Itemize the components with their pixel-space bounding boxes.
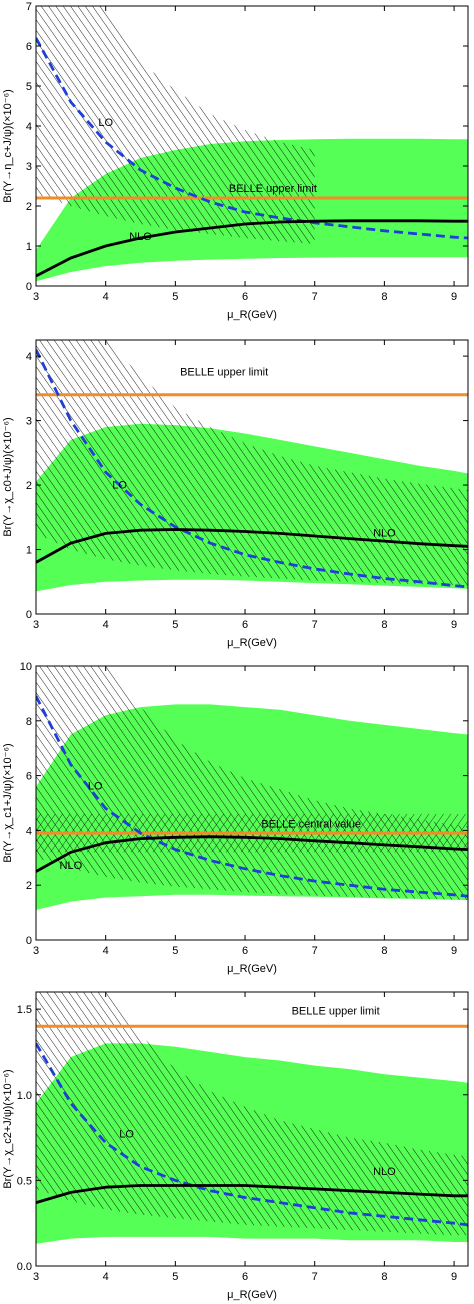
lo-uncertainty-band	[36, 6, 315, 244]
y-tick-label: 0	[26, 281, 32, 293]
x-tick-label: 9	[451, 1271, 457, 1283]
y-axis-title: Br(Υ→χ_c1+J/ψ)(×10⁻⁶)	[2, 743, 14, 862]
x-tick-label: 4	[103, 945, 109, 957]
x-axis-title: μ_R(GeV)	[227, 309, 277, 321]
y-axis-title: Br(Υ→η_c+J/ψ)(×10⁻⁶)	[2, 89, 14, 203]
chart-panel-4: LO NLO BELLE upper limit 3 4 5 6 7 8 9 0.0 0.5 1.0 1.…	[0, 978, 474, 1304]
chart-chic2: LO NLO BELLE upper limit 3 4 5 6 7 8 9 0.0 0.5 1.0 1.…	[2, 991, 469, 1301]
x-tick-label: 9	[451, 291, 457, 303]
y-tick-label: 4	[26, 351, 32, 363]
label-nlo: NLO	[129, 231, 152, 243]
plot-frame	[35, 665, 469, 941]
plot-frame	[35, 339, 469, 615]
chart-panel-2: LO NLO BELLE upper limit 3 4 5 6 7 8 9 0 1 2 3 4 μ_R(Ge…	[0, 326, 474, 652]
chart-chic1: LO NLO BELLE central value 3 4 5 6 7 8 9 0 2 4 6 8 10 μ_…	[2, 661, 469, 975]
x-axis-title: μ_R(GeV)	[227, 637, 277, 649]
label-nlo: NLO	[373, 1166, 396, 1178]
lo-uncertainty-band	[36, 992, 468, 1236]
y-tick-label: 6	[26, 771, 32, 783]
label-belle: BELLE upper limit	[229, 183, 317, 195]
y-tick-label: 3	[26, 161, 32, 173]
y-tick-label: 4	[26, 825, 32, 837]
y-tick-label: 5	[26, 81, 32, 93]
nlo-curve	[36, 528, 468, 564]
x-tick-label: 8	[381, 945, 387, 957]
plot-area	[36, 340, 468, 592]
x-tick-label: 8	[381, 291, 387, 303]
nlo-curve	[36, 835, 468, 873]
chart-etac: LO NLO BELLE upper limit 3 4 5 6 7 8 9 0 1 2 3 4 5 6 7 μ_R…	[2, 1, 469, 321]
x-tick-label: 4	[103, 1271, 109, 1283]
x-tick-label: 6	[242, 619, 248, 631]
plot-area	[36, 6, 468, 282]
x-tick-label: 8	[381, 1271, 387, 1283]
y-axis-title: Br(Υ→χ_c2+J/ψ)(×10⁻⁶)	[2, 1069, 14, 1188]
x-tick-label: 3	[33, 1271, 39, 1283]
x-axis-title: μ_R(GeV)	[227, 963, 277, 975]
x-tick-label: 5	[172, 619, 178, 631]
lo-curve	[36, 349, 468, 589]
lo-curve	[36, 1042, 468, 1227]
label-belle: BELLE upper limit	[292, 1005, 380, 1017]
plot-frame	[35, 991, 469, 1267]
lo-curve	[36, 37, 468, 240]
y-tick-label: 10	[20, 661, 32, 673]
label-nlo: NLO	[373, 528, 396, 540]
label-nlo: NLO	[60, 860, 83, 872]
x-tick-label: 9	[451, 619, 457, 631]
y-tick-label: 2	[26, 201, 32, 213]
y-tick-label: 8	[26, 716, 32, 728]
chart-panel-1: LO NLO BELLE upper limit 3 4 5 6 7 8 9 0 1 2 3 4 5 6 7 μ_R…	[0, 0, 474, 326]
chart-panel-3: LO NLO BELLE central value 3 4 5 6 7 8 9 0 2 4 6 8 10 μ_…	[0, 652, 474, 978]
label-lo: LO	[112, 479, 127, 491]
lo-curve	[36, 695, 468, 898]
x-tick-label: 3	[33, 291, 39, 303]
y-tick-label: 0	[26, 935, 32, 947]
x-axis-title: μ_R(GeV)	[227, 1289, 277, 1301]
lo-uncertainty-band	[36, 340, 468, 586]
y-tick-label: 0.5	[17, 1175, 32, 1187]
x-tick-label: 4	[103, 619, 109, 631]
label-lo: LO	[119, 1129, 134, 1141]
label-lo: LO	[98, 117, 113, 129]
label-lo: LO	[88, 780, 103, 792]
label-belle: BELLE upper limit	[180, 366, 268, 378]
y-tick-label: 1.0	[17, 1090, 32, 1102]
x-tick-label: 4	[103, 291, 109, 303]
x-tick-label: 8	[381, 619, 387, 631]
y-tick-label: 7	[26, 1, 32, 13]
y-tick-label: 1.5	[17, 1004, 32, 1016]
x-tick-label: 7	[312, 619, 318, 631]
y-tick-label: 0.0	[17, 1261, 32, 1273]
x-tick-label: 3	[33, 945, 39, 957]
x-tick-label: 5	[172, 1271, 178, 1283]
y-tick-label: 2	[26, 880, 32, 892]
y-tick-label: 3	[26, 416, 32, 428]
x-tick-label: 5	[172, 291, 178, 303]
x-tick-label: 7	[312, 291, 318, 303]
y-tick-label: 6	[26, 41, 32, 53]
x-tick-label: 6	[242, 291, 248, 303]
y-tick-label: 4	[26, 121, 32, 133]
plot-area	[36, 666, 468, 910]
y-tick-label: 1	[26, 241, 32, 253]
chart-chic0: LO NLO BELLE upper limit 3 4 5 6 7 8 9 0 1 2 3 4 μ_R(Ge…	[2, 339, 469, 649]
y-tick-label: 0	[26, 609, 32, 621]
x-tick-label: 9	[451, 945, 457, 957]
label-belle: BELLE central value	[261, 819, 361, 831]
x-tick-label: 5	[172, 945, 178, 957]
x-tick-label: 7	[312, 1271, 318, 1283]
y-tick-label: 1	[26, 545, 32, 557]
x-tick-label: 7	[312, 945, 318, 957]
x-tick-label: 6	[242, 945, 248, 957]
x-tick-label: 6	[242, 1271, 248, 1283]
y-axis-title: Br(Υ→χ_c0+J/ψ)(×10⁻⁶)	[2, 417, 14, 536]
nlo-curve	[36, 1184, 468, 1204]
plot-area	[36, 992, 468, 1244]
x-tick-label: 3	[33, 619, 39, 631]
plot-frame	[35, 5, 469, 287]
nlo-curve	[36, 219, 468, 278]
y-tick-label: 2	[26, 480, 32, 492]
